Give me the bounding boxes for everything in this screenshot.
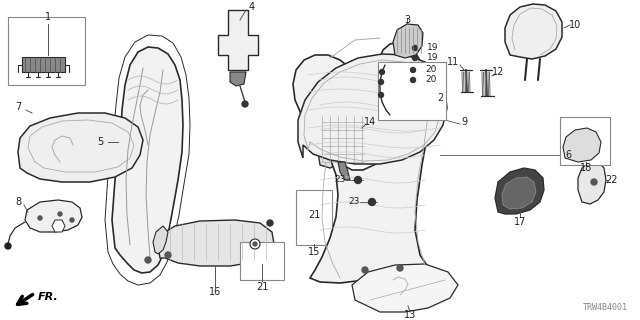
Circle shape bbox=[267, 220, 273, 226]
Text: 6: 6 bbox=[565, 150, 571, 160]
Polygon shape bbox=[18, 113, 143, 182]
Text: 22: 22 bbox=[605, 175, 618, 185]
Bar bbox=[560, 117, 610, 165]
Circle shape bbox=[378, 79, 383, 84]
Text: 3: 3 bbox=[404, 15, 410, 25]
Polygon shape bbox=[153, 226, 168, 254]
Text: 19: 19 bbox=[428, 53, 439, 62]
Text: 5: 5 bbox=[97, 137, 103, 147]
Text: 21: 21 bbox=[308, 210, 320, 220]
Text: 15: 15 bbox=[308, 247, 320, 257]
Circle shape bbox=[5, 243, 11, 249]
Text: 14: 14 bbox=[364, 117, 376, 127]
Circle shape bbox=[58, 212, 62, 216]
Circle shape bbox=[591, 179, 597, 185]
Text: 11: 11 bbox=[447, 57, 459, 67]
Text: 20: 20 bbox=[426, 66, 436, 75]
Polygon shape bbox=[563, 128, 601, 162]
Bar bbox=[240, 242, 284, 280]
Text: 10: 10 bbox=[569, 20, 581, 30]
Text: 17: 17 bbox=[514, 217, 526, 227]
Circle shape bbox=[253, 242, 257, 246]
Polygon shape bbox=[338, 162, 350, 180]
Circle shape bbox=[378, 92, 383, 98]
Circle shape bbox=[250, 239, 260, 249]
Text: 13: 13 bbox=[404, 310, 416, 320]
Polygon shape bbox=[158, 220, 274, 266]
Polygon shape bbox=[502, 177, 536, 209]
Polygon shape bbox=[393, 24, 423, 58]
Text: 1: 1 bbox=[45, 12, 51, 22]
Text: 2: 2 bbox=[437, 93, 443, 103]
Text: 7: 7 bbox=[15, 102, 21, 112]
Circle shape bbox=[413, 55, 417, 60]
Circle shape bbox=[70, 218, 74, 222]
Polygon shape bbox=[230, 72, 246, 86]
Circle shape bbox=[242, 101, 248, 107]
Text: 20: 20 bbox=[426, 76, 436, 84]
Text: 23: 23 bbox=[348, 197, 360, 206]
Polygon shape bbox=[52, 220, 65, 232]
Circle shape bbox=[355, 177, 362, 183]
Polygon shape bbox=[218, 10, 258, 70]
Polygon shape bbox=[352, 264, 458, 312]
Polygon shape bbox=[25, 200, 82, 232]
Text: 21: 21 bbox=[256, 282, 268, 292]
Circle shape bbox=[369, 198, 376, 205]
Text: FR.: FR. bbox=[38, 292, 59, 302]
Circle shape bbox=[397, 265, 403, 271]
Text: TRW4B4001: TRW4B4001 bbox=[583, 303, 628, 312]
Bar bbox=[378, 62, 446, 120]
Polygon shape bbox=[318, 112, 368, 168]
Polygon shape bbox=[505, 4, 562, 59]
Text: 8: 8 bbox=[15, 197, 21, 207]
Bar bbox=[296, 190, 332, 245]
Text: 4: 4 bbox=[249, 2, 255, 12]
Circle shape bbox=[380, 69, 385, 75]
Circle shape bbox=[38, 216, 42, 220]
Circle shape bbox=[165, 252, 171, 258]
Text: 18: 18 bbox=[580, 163, 592, 173]
Circle shape bbox=[413, 45, 417, 51]
Circle shape bbox=[410, 68, 415, 73]
Circle shape bbox=[145, 257, 151, 263]
Text: 16: 16 bbox=[209, 287, 221, 297]
Circle shape bbox=[410, 77, 415, 83]
Polygon shape bbox=[495, 168, 544, 214]
Bar bbox=[8, 17, 85, 85]
Polygon shape bbox=[112, 47, 183, 273]
Text: 23: 23 bbox=[334, 175, 346, 185]
Polygon shape bbox=[22, 57, 65, 72]
Text: 12: 12 bbox=[492, 67, 504, 77]
Polygon shape bbox=[293, 42, 430, 283]
Text: 9: 9 bbox=[461, 117, 467, 127]
Polygon shape bbox=[298, 54, 447, 164]
Circle shape bbox=[362, 267, 368, 273]
Polygon shape bbox=[578, 162, 606, 204]
Text: 19: 19 bbox=[428, 44, 439, 52]
